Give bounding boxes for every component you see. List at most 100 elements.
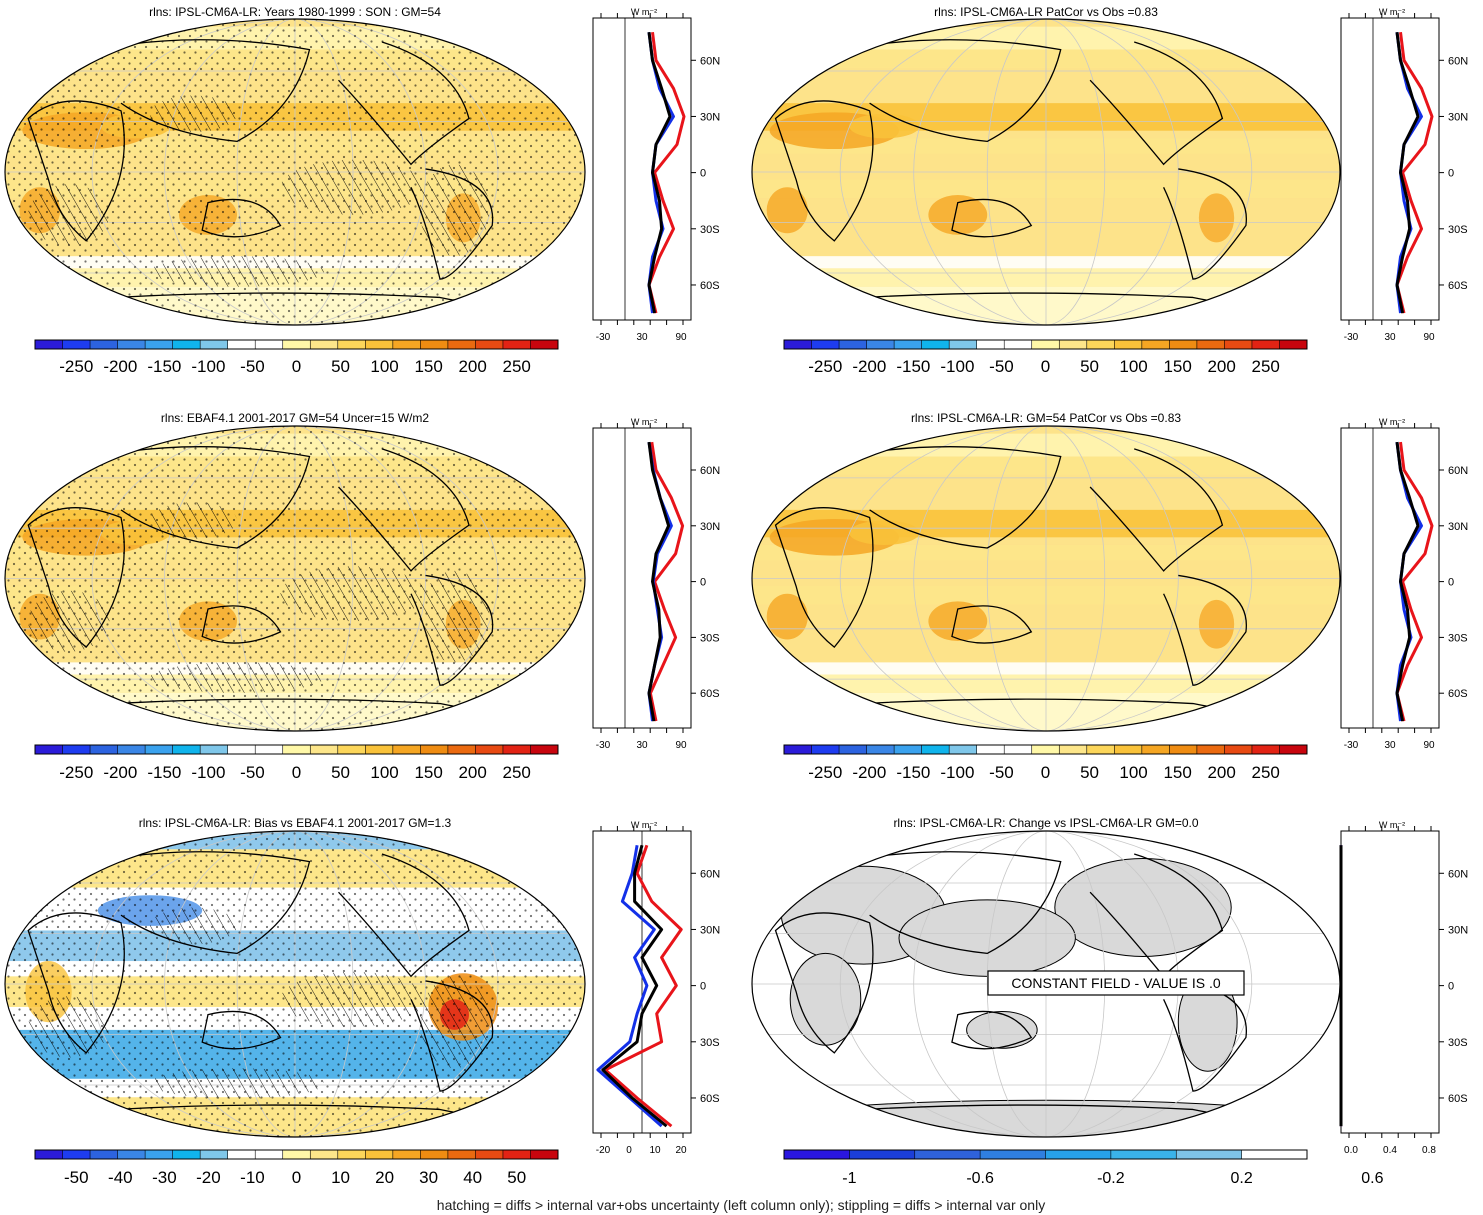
colorbar-swatch	[337, 745, 366, 754]
map-field	[5, 426, 585, 731]
constant-field-label: CONSTANT FIELD - VALUE IS .0	[987, 970, 1245, 996]
colorbar-swatch	[1045, 1150, 1112, 1159]
colorbar-swatch	[172, 745, 201, 754]
colorbar-swatch	[976, 745, 1005, 754]
colorbar-tick-label: -50	[240, 357, 265, 376]
zonal-lat-label: 30S	[1448, 632, 1468, 644]
zonal-ref-line	[647, 441, 671, 722]
colorbar-swatch	[62, 745, 91, 754]
colorbar-tick-label: 50	[1080, 357, 1099, 376]
panel-p4: rlns: IPSL-CM6A-LR: GM=54 PatCor vs Obs …	[751, 411, 1468, 782]
colorbar-tick-label: 250	[1252, 763, 1280, 782]
zonal-ref-line	[601, 844, 668, 1128]
colorbar-swatch	[227, 340, 256, 349]
panel-title: rlns: IPSL-CM6A-LR: GM=54 PatCor vs Obs …	[911, 411, 1181, 425]
colorbar-tick-label: -50	[240, 763, 265, 782]
colorbar-tick-label: 0.2	[1231, 1170, 1253, 1187]
coastlines	[27, 446, 528, 712]
zonal-lat-label: 60S	[700, 688, 720, 700]
hatching	[28, 502, 490, 693]
colorbar-swatch	[976, 340, 1005, 349]
colorbar-swatch	[1004, 340, 1033, 349]
zonal-lat-label: 0	[700, 168, 706, 180]
zonal-unit-label: W m⁻²	[631, 820, 657, 830]
colorbar-swatch	[35, 745, 63, 754]
colorbar-tick-label: -200	[103, 357, 137, 376]
colorbar-tick-label: 10	[331, 1168, 350, 1187]
zonal-x-tick-label: 10	[649, 1145, 661, 1156]
map-border	[751, 425, 1341, 732]
colorbar-swatch	[1110, 1150, 1177, 1159]
colorbar-swatch	[200, 745, 228, 754]
map-field	[752, 19, 1340, 325]
zonal-lat-label: 30N	[700, 521, 720, 533]
colorbar-swatch	[811, 340, 840, 349]
colorbar-tick-label: 50	[1080, 763, 1099, 782]
zonal-obs-line	[1395, 32, 1434, 314]
colorbar-swatch	[849, 1150, 916, 1159]
colorbar-swatch	[1059, 340, 1088, 349]
zonal-lat-label: 60S	[1448, 1093, 1468, 1105]
zonal-lat-label: 60N	[1448, 868, 1468, 880]
zonal-lat-label: 30N	[1448, 111, 1468, 123]
zonal-lat-label: 60N	[1448, 55, 1468, 67]
colorbar-swatch	[447, 745, 476, 754]
colorbar-swatch	[1086, 745, 1115, 754]
colorbar-tick-label: 150	[414, 357, 442, 376]
colorbar-tick-label: -30	[152, 1168, 177, 1187]
panel-p3: rlns: EBAF4.1 2001-2017 GM=54 Uncer=15 W…	[4, 411, 720, 782]
zonal-lat-label: 30S	[700, 224, 720, 236]
colorbar-tick-label: 100	[370, 357, 398, 376]
colorbar-swatch	[1114, 745, 1143, 754]
colorbar-swatch	[255, 1150, 284, 1159]
colorbar-tick-label: -250	[59, 763, 93, 782]
colorbar-tick-label: 0	[292, 357, 301, 376]
colorbar-swatch	[1114, 340, 1143, 349]
zonal-x-tick-label: 0.8	[1422, 1145, 1436, 1156]
colorbar-swatch	[337, 340, 366, 349]
zonal-mean-plot: W m⁻² 60N 30N 0 30S 60S -30 30 90	[592, 417, 720, 751]
colorbar-swatch	[921, 340, 950, 349]
zonal-mean-plot: W m⁻² 60N 30N 0 30S 60S -30 30 90	[1340, 7, 1468, 343]
colorbar-tick-label: -250	[808, 357, 842, 376]
zonal-x-tick-label: 30	[636, 332, 648, 343]
colorbar-tick-label: -1	[842, 1170, 856, 1187]
colorbar-swatch	[227, 1150, 256, 1159]
zonal-lat-label: 60N	[1448, 465, 1468, 477]
colorbar-swatch	[475, 1150, 504, 1159]
zonal-obs-line	[603, 844, 683, 1128]
colorbar-swatch	[949, 745, 977, 754]
colorbar-swatch	[420, 340, 449, 349]
colorbar-swatch	[200, 340, 228, 349]
colorbar-swatch	[475, 340, 504, 349]
colorbar-swatch	[365, 1150, 394, 1159]
colorbar-swatch	[172, 1150, 201, 1159]
panel-p6: rlns: IPSL-CM6A-LR: Change vs IPSL-CM6A-…	[751, 816, 1468, 1187]
hatching	[28, 95, 490, 287]
panel-p1: rlns: IPSL-CM6A-LR: Years 1980-1999 : SO…	[4, 5, 720, 376]
colorbar-swatch	[914, 1150, 981, 1159]
colorbar-swatch	[1196, 745, 1225, 754]
colorbar-tick-label: -20	[196, 1168, 221, 1187]
colorbar-tick-label: 40	[463, 1168, 482, 1187]
colorbar-tick-label: 200	[458, 763, 486, 782]
zonal-lat-label: 60S	[1448, 280, 1468, 292]
colorbar-swatch	[447, 340, 476, 349]
colorbar: -250 -200 -150 -100 -50 0 50 100 150 200 250	[783, 744, 1308, 782]
colorbar-swatch	[145, 1150, 173, 1159]
zonal-x-tick-label: 0	[626, 1145, 632, 1156]
colorbar-swatch	[502, 745, 531, 754]
zonal-lat-label: 60N	[700, 868, 720, 880]
colorbar-swatch	[530, 745, 559, 754]
zonal-x-tick-label: 30	[636, 740, 648, 751]
colorbar-swatch	[172, 340, 201, 349]
colorbar-tick-label: -250	[808, 763, 842, 782]
colorbar-swatch	[200, 1150, 228, 1159]
colorbar-swatch	[866, 745, 895, 754]
hatching	[28, 907, 490, 1099]
colorbar: -250 -200 -150 -100 -50 0 50 100 150 200 250	[34, 339, 559, 376]
map-field	[5, 831, 585, 1137]
colorbar-swatch	[1031, 745, 1060, 754]
zonal-x-tick-label: 90	[1423, 740, 1435, 751]
colorbar-tick-label: -100	[940, 357, 974, 376]
